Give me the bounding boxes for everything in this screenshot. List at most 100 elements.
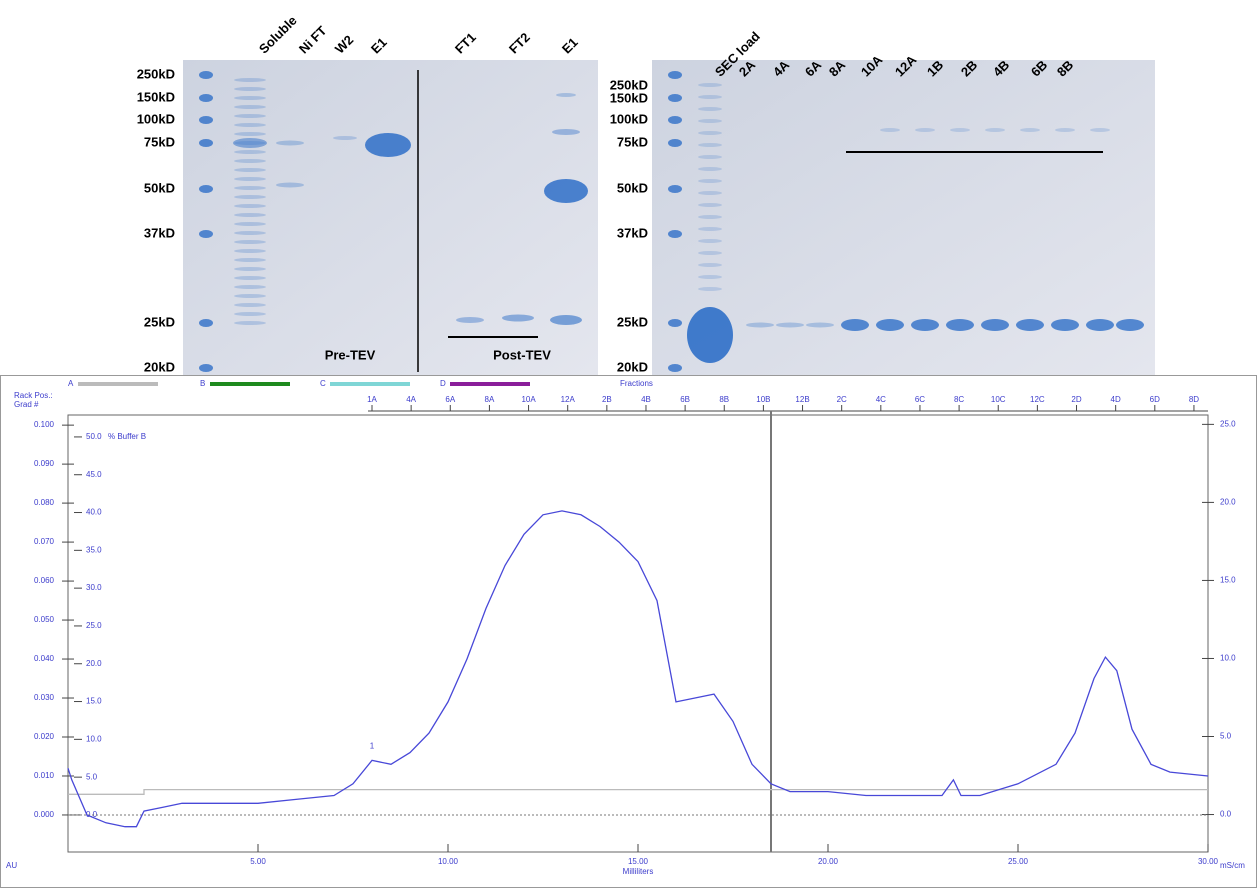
y-axis-label: AU	[6, 861, 17, 870]
gel-band	[911, 319, 939, 331]
fraction-label: 10A	[521, 395, 536, 404]
fraction-label: 6C	[915, 395, 925, 404]
legend-label: C	[320, 379, 326, 388]
gel-band	[698, 251, 722, 255]
fraction-label: 6D	[1150, 395, 1160, 404]
mw-label: 50kD	[617, 180, 648, 195]
gel-band	[698, 155, 722, 159]
gel-band	[1051, 319, 1079, 331]
y3-tick-label: 45.0	[86, 470, 102, 479]
gel-band	[698, 227, 722, 231]
gel-band	[333, 136, 357, 140]
gel-band	[950, 128, 970, 132]
gel-image	[183, 60, 598, 375]
mw-label: 37kD	[144, 225, 175, 240]
y3-tick-label: 20.0	[86, 659, 102, 668]
fraction-label: 8D	[1189, 395, 1199, 404]
legend-label: A	[68, 379, 74, 388]
gel-band	[199, 364, 213, 372]
gel-band	[698, 167, 722, 171]
gel-band	[698, 191, 722, 195]
y2-axis-label: mS/cm	[1220, 861, 1245, 870]
series-line	[68, 788, 1208, 795]
mw-label: 37kD	[617, 225, 648, 240]
mw-label: 20kD	[617, 359, 648, 374]
gel-band	[1020, 128, 1040, 132]
y-tick-label: 0.060	[34, 576, 55, 585]
gel-band	[502, 314, 534, 322]
chromatogram: A B C D Rack Pos.:Grad # Fractions 1A 4A 6A 8A 10A…	[6, 379, 1245, 876]
mw-label: 100kD	[137, 111, 175, 126]
gel-band	[234, 177, 266, 181]
header-label: Rack Pos.:	[14, 391, 53, 400]
gel-band	[687, 307, 733, 363]
fraction-label: 1A	[367, 395, 377, 404]
gel-band	[946, 319, 974, 331]
y2-tick-label: 20.0	[1220, 498, 1236, 507]
mw-label: 75kD	[617, 134, 648, 149]
gel-band	[550, 315, 582, 325]
gel-band	[234, 204, 266, 208]
gel-band	[876, 319, 904, 331]
y2-tick-label: 10.0	[1220, 654, 1236, 663]
lane-label: E1	[559, 35, 581, 57]
y-tick-label: 0.090	[34, 459, 55, 468]
lane-label: W2	[332, 32, 356, 56]
gel-band	[552, 129, 580, 135]
gel-band	[981, 319, 1009, 331]
fraction-label: 2B	[602, 395, 612, 404]
gel-band	[746, 322, 774, 328]
peak-label: 1	[370, 741, 375, 750]
y-tick-label: 0.020	[34, 732, 55, 741]
y3-tick-label: 40.0	[86, 508, 102, 517]
y3-tick-label: 15.0	[86, 697, 102, 706]
gel-band	[199, 230, 213, 238]
fraction-label: 10B	[756, 395, 770, 404]
gel-band	[234, 285, 266, 289]
gel-band	[668, 185, 682, 193]
gel-band	[234, 312, 266, 316]
x-axis-label: Milliliters	[623, 867, 654, 876]
y3-axis-label: % Buffer B	[108, 432, 146, 441]
y3-tick-label: 30.0	[86, 583, 102, 592]
x-tick-label: 10.00	[438, 857, 459, 866]
series-line	[67, 510, 1209, 828]
header-label: Fractions	[620, 379, 653, 388]
gel-band	[698, 203, 722, 207]
gel-band	[234, 168, 266, 172]
gel-annotation: Post-TEV	[493, 347, 551, 362]
fraction-label: 8A	[485, 395, 495, 404]
gel-band	[698, 131, 722, 135]
mw-label: 50kD	[144, 180, 175, 195]
gel-band	[234, 240, 266, 244]
y3-tick-label: 25.0	[86, 621, 102, 630]
y-tick-label: 0.040	[34, 654, 55, 663]
gel-band	[806, 322, 834, 328]
lane-label: Ni FT	[296, 23, 330, 57]
gel-band	[234, 87, 266, 91]
gel-band	[199, 319, 213, 327]
gel-band	[199, 185, 213, 193]
gel-band	[234, 249, 266, 253]
y-tick-label: 0.010	[34, 771, 55, 780]
gel-band	[698, 83, 722, 87]
fraction-label: 2C	[837, 395, 847, 404]
mw-label: 75kD	[144, 134, 175, 149]
fraction-label: 6A	[445, 395, 455, 404]
legend-label: B	[200, 379, 205, 388]
gel-band	[1090, 128, 1110, 132]
y-tick-label: 0.070	[34, 537, 55, 546]
y2-tick-label: 0.0	[1220, 810, 1232, 819]
gel-band	[556, 93, 576, 97]
gel-band	[698, 107, 722, 111]
gel-band	[668, 230, 682, 238]
x-tick-label: 15.00	[628, 857, 649, 866]
x-tick-label: 30.00	[1198, 857, 1219, 866]
fraction-label: 10C	[991, 395, 1006, 404]
gel-band	[276, 182, 304, 188]
gel-band	[234, 123, 266, 127]
gel-band	[234, 114, 266, 118]
fraction-label: 12B	[795, 395, 809, 404]
gel-band	[234, 186, 266, 190]
